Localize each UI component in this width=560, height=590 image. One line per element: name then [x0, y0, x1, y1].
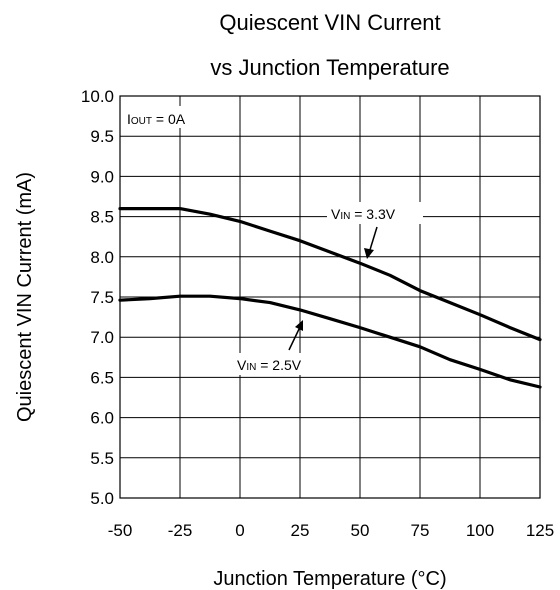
x-tick-label: 100 [466, 521, 494, 540]
x-tick-label: 0 [235, 521, 244, 540]
y-tick-label: 8.0 [90, 248, 114, 267]
x-tick-label: 75 [411, 521, 430, 540]
y-tick-label: 10.0 [81, 87, 114, 106]
series-1-label-arrow [368, 226, 378, 254]
y-tick-label: 7.0 [90, 328, 114, 347]
y-tick-label: 9.5 [90, 127, 114, 146]
series-2-line [118, 294, 542, 389]
y-tick-label: 5.0 [90, 489, 114, 508]
x-tick-label: 25 [291, 521, 310, 540]
plot-frame [119, 95, 541, 499]
series-2-label-bg [233, 353, 330, 375]
series-1-arrowhead [364, 248, 374, 259]
x-tick-label: -25 [168, 521, 193, 540]
chart-title-line-2: vs Junction Temperature [210, 55, 449, 80]
series-2-label-arrow [288, 326, 301, 351]
x-tick-labels: -50 -25 0 25 50 75 100 125 [108, 521, 554, 540]
y-tick-label: 7.5 [90, 288, 114, 307]
y-tick-label: 9.0 [90, 167, 114, 186]
y-axis-label: Quiescent VIN Current (mA) [14, 172, 36, 422]
series-1-label: VIN = 3.3V [331, 206, 396, 222]
grid [119, 95, 541, 499]
y-tick-label: 8.5 [90, 208, 114, 227]
y-tick-label: 6.0 [90, 409, 114, 428]
series-2-arrowhead [295, 320, 303, 331]
chart-title-line-1: Quiescent VIN Current [219, 10, 440, 35]
y-tick-labels: 5.0 5.5 6.0 6.5 7.0 7.5 8.0 8.5 9.0 9.5 10.0 [81, 87, 114, 508]
y-tick-label: 6.5 [90, 368, 114, 387]
condition-label-bg [123, 106, 209, 128]
x-tick-label: 125 [526, 521, 554, 540]
y-tick-label: 5.5 [90, 449, 114, 468]
series-1-line [118, 207, 542, 342]
x-tick-label: 50 [351, 521, 370, 540]
series-1-label-bg [327, 202, 423, 224]
condition-label: IOUT = 0A [127, 111, 186, 127]
series-lines [118, 207, 542, 389]
x-axis-label: Junction Temperature (°C) [213, 568, 446, 590]
series-2-label: VIN = 2.5V [237, 357, 302, 373]
x-tick-label: -50 [108, 521, 133, 540]
